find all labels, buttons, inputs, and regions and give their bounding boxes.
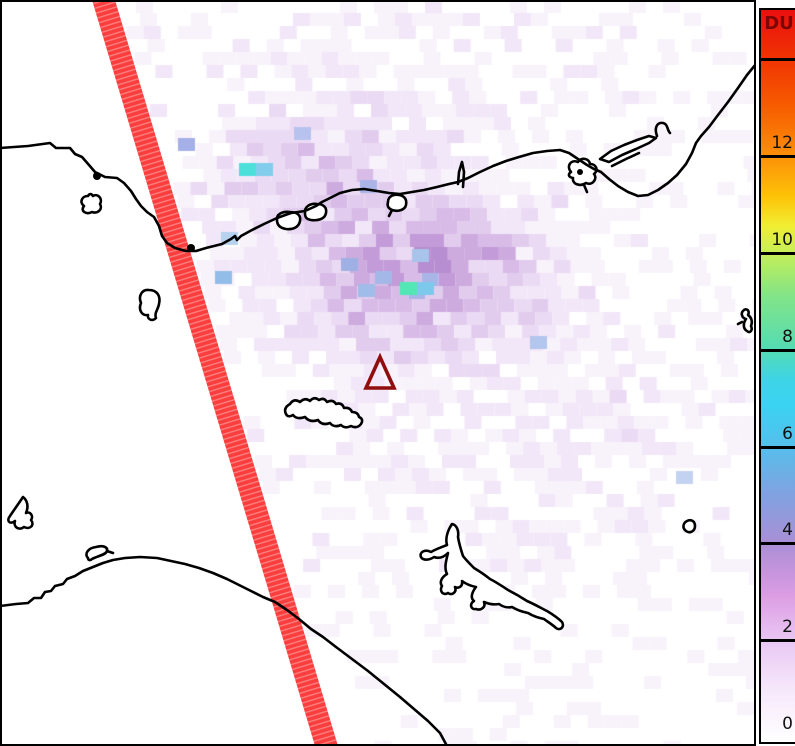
colorbar-tick-line xyxy=(761,252,795,255)
map-overlay-svg xyxy=(0,0,756,746)
colorbar-tick-line xyxy=(761,58,795,62)
lake-lagoon-3 xyxy=(386,193,408,213)
colorbar-unit-label: DU xyxy=(764,13,794,34)
coastline-lagoon3-spur xyxy=(387,208,394,218)
colorbar-tick-line xyxy=(761,348,795,352)
coastline-lagoon-inner-shore xyxy=(610,151,641,168)
volcano-triangle-marker xyxy=(363,352,397,390)
coastline-islet-e-spur xyxy=(736,320,744,326)
colorbar-tick-label: 6 xyxy=(782,423,793,444)
lake-center-lake xyxy=(283,396,364,429)
colorbar-tick-label: 12 xyxy=(771,133,793,154)
island-island-a xyxy=(80,192,103,215)
colorbar-tick-line xyxy=(761,445,795,449)
colorbar: 12 10 8 6 4 2 0 DU xyxy=(759,8,795,744)
coastline-coast-hook-west xyxy=(456,160,466,189)
colorbar-tick-label: 2 xyxy=(782,617,793,638)
island-islet-f xyxy=(682,518,697,534)
coastline-coast-hook-northeast xyxy=(654,121,672,138)
coastline-knot-spur xyxy=(582,183,589,194)
colorbar-tick-label: 0 xyxy=(782,714,793,734)
colorbar-tick-line xyxy=(761,155,795,159)
coastline-north-coast xyxy=(0,62,756,253)
island-islet-e xyxy=(740,308,754,334)
colorbar-tick-line xyxy=(761,639,795,643)
island-island-d xyxy=(85,544,109,562)
coastline-islet-d-spur xyxy=(105,549,115,555)
coastline-south-coast xyxy=(0,555,449,746)
colorbar-tick-label: 8 xyxy=(782,326,793,347)
colorbar-tick-label: 4 xyxy=(782,520,793,541)
map-panel xyxy=(0,0,756,746)
coast-dot-1 xyxy=(93,172,101,180)
coastlines-group xyxy=(0,62,756,746)
lake-barrier-spit xyxy=(598,134,658,164)
island-island-b xyxy=(138,288,161,322)
colorbar-tick-line xyxy=(761,542,795,546)
missing-data-stripe xyxy=(92,0,338,746)
coast-dot-2 xyxy=(187,244,195,252)
island-island-c xyxy=(7,495,34,530)
colorbar-tick-label: 10 xyxy=(771,230,793,250)
so2-pixel-field xyxy=(0,0,756,746)
coast-dot-3 xyxy=(577,169,583,175)
lake-branched-reservoir xyxy=(419,522,565,631)
colorbar-gradient xyxy=(761,10,795,742)
